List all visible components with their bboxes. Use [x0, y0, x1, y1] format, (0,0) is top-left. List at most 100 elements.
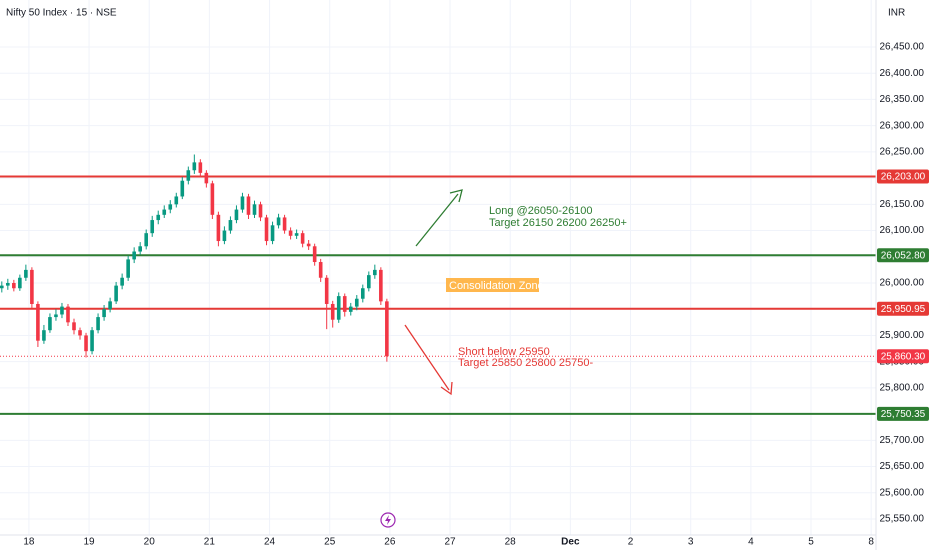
candle-body — [54, 314, 58, 318]
x-tick-label: 21 — [204, 537, 216, 548]
currency: INR — [888, 8, 905, 19]
x-tick-label: 25 — [324, 537, 336, 548]
candle-body — [258, 204, 263, 218]
long-target: Target 26150 26200 26250+ — [489, 217, 627, 229]
candle-body — [78, 330, 82, 336]
candle-body — [216, 214, 221, 242]
levels — [0, 175, 876, 415]
y-tick-label: 25,600.00 — [880, 487, 925, 498]
x-tick-label: 3 — [688, 537, 694, 548]
candle-body — [66, 306, 70, 323]
candle-body — [126, 259, 130, 278]
event-icon-bolt — [385, 515, 391, 525]
candle-body — [162, 209, 167, 215]
candle-body — [234, 209, 239, 221]
long-arrow — [415, 193, 459, 247]
candle-body — [30, 269, 34, 304]
price-tag-label: 25,950.95 — [881, 304, 926, 315]
short-label: Short below 25950 — [458, 346, 550, 358]
candle-body — [18, 277, 22, 289]
candle-body — [114, 285, 118, 302]
short-target: Target 25850 25800 25750- — [458, 357, 594, 369]
y-tick-label: 25,800.00 — [880, 383, 925, 394]
candle-body — [294, 233, 299, 236]
candle-body — [324, 277, 329, 304]
y-tick-label: 25,700.00 — [880, 435, 925, 446]
candle-body — [48, 317, 52, 331]
candle-body — [24, 269, 28, 278]
x-tick-label: 24 — [264, 537, 276, 548]
price-tag-label: 25,750.35 — [881, 409, 926, 420]
candles — [0, 154, 389, 362]
candle-body — [210, 183, 215, 215]
y-tick-label: 26,100.00 — [880, 225, 925, 236]
candle-body — [360, 288, 365, 299]
axis: 25,550.00 25,600.00 25,650.00 25,700.00 25,7… — [23, 42, 929, 548]
candle-body — [60, 306, 64, 315]
price-tag — [877, 169, 929, 184]
candle-body — [336, 296, 341, 320]
x-tick-label: 4 — [748, 537, 754, 548]
price-tag — [877, 301, 929, 316]
candle-body — [354, 298, 359, 307]
short-arrow-head — [440, 381, 453, 396]
candle-body — [282, 217, 287, 231]
y-tick-label: 25,550.00 — [880, 514, 925, 525]
candle-body — [192, 162, 197, 171]
candle-body — [120, 277, 124, 286]
chart-title: Nifty 50 Index · 15 · NSE — [6, 8, 117, 19]
candle-body — [252, 204, 257, 215]
y-tick-label: 26,400.00 — [880, 68, 925, 79]
candle-body — [276, 217, 281, 226]
candle-body — [204, 172, 209, 184]
candle-body — [270, 225, 275, 242]
x-tick-label: Dec — [561, 537, 580, 548]
price-tag — [877, 349, 929, 364]
candle-body — [180, 180, 185, 197]
price-tag — [877, 248, 929, 263]
candle-body — [84, 335, 88, 352]
x-tick-label: 27 — [444, 537, 456, 548]
candle-body — [312, 246, 317, 263]
candle-body — [246, 196, 251, 215]
x-tick-label: 18 — [23, 537, 35, 548]
candle-body — [36, 303, 40, 341]
x-tick-label: 28 — [505, 537, 517, 548]
y-tick-label: 26,250.00 — [880, 147, 925, 158]
candle-body — [102, 309, 106, 318]
y-tick-label: 26,350.00 — [880, 94, 925, 105]
x-tick-label: 26 — [384, 537, 396, 548]
candle-body — [264, 217, 269, 242]
candle-body — [348, 306, 353, 312]
candle-body — [6, 282, 10, 286]
candle-body — [132, 251, 136, 260]
candle-body — [0, 285, 4, 289]
candle-body — [373, 269, 377, 276]
candle-body — [379, 269, 383, 302]
candle-body — [222, 230, 227, 242]
zone-label: Consolidation Zone — [449, 280, 544, 292]
y-tick-label: 25,900.00 — [880, 330, 925, 341]
candle-body — [42, 330, 46, 341]
candle-body — [144, 233, 149, 247]
candle-body — [174, 196, 179, 205]
long-arrow-head — [449, 189, 463, 203]
candle-body — [198, 162, 203, 173]
x-tick-label: 19 — [83, 537, 95, 548]
candle-body — [288, 230, 293, 236]
long-label: Long @26050-26100 — [489, 205, 593, 217]
y-tick-label: 26,000.00 — [880, 278, 925, 289]
candle-body — [72, 322, 76, 331]
y-tick-label: 26,450.00 — [880, 42, 925, 53]
candle-body — [342, 296, 347, 312]
candle-body — [240, 196, 245, 210]
candle-body — [385, 301, 389, 357]
candle-body — [367, 275, 371, 289]
y-tick-label: 26,300.00 — [880, 120, 925, 131]
candle-body — [156, 214, 161, 221]
candle-body — [96, 317, 100, 331]
x-tick-label: 5 — [808, 537, 814, 548]
price-tag-label: 26,203.00 — [881, 172, 926, 183]
